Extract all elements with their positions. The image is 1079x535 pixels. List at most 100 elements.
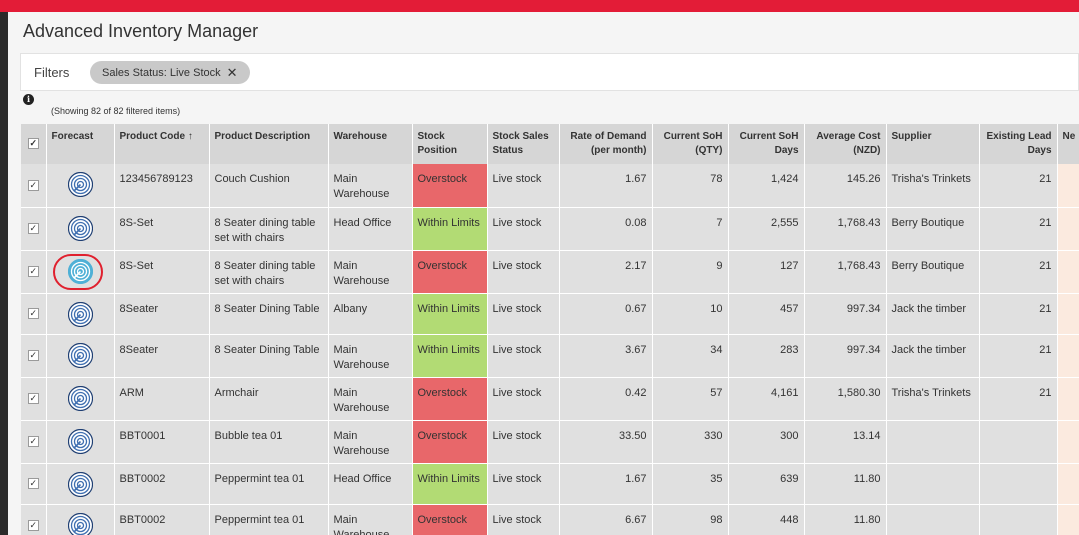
row-checkbox[interactable]: ✓ [21, 164, 47, 208]
warehouse-cell: Head Office [328, 207, 413, 251]
stock-position-cell: Overstock [412, 420, 488, 464]
table-row[interactable]: ✓ 8Seater 8 Seater Dining Table Albany Withi… [21, 293, 1079, 335]
forecast-cell[interactable] [46, 207, 115, 251]
stock-sales-status-cell: Live stock [487, 293, 560, 335]
forecast-radar-icon[interactable] [67, 428, 93, 454]
supplier-cell: Trisha's Trinkets [886, 377, 980, 421]
table-row[interactable]: ✓ ARM Armchair Main Warehouse Overstock Live … [21, 377, 1079, 421]
column-header-current-soh-qty[interactable]: Current SoH (QTY) [652, 124, 729, 164]
product-description-cell: Armchair [209, 377, 329, 421]
row-checkbox[interactable]: ✓ [21, 377, 47, 421]
current-soh-days-cell: 1,424 [728, 164, 805, 208]
table-row[interactable]: ✓ 123456789123 Couch Cushion Main Warehouse… [21, 164, 1079, 208]
row-checkbox[interactable]: ✓ [21, 420, 47, 464]
forecast-cell[interactable] [46, 463, 115, 505]
table-row[interactable]: ✓ BBT0001 Bubble tea 01 Main Warehouse Overs… [21, 420, 1079, 464]
column-header-stock-sales-status[interactable]: Stock Sales Status [487, 124, 560, 164]
filter-bar: Filters Sales Status: Live Stock ✕ [20, 53, 1079, 91]
checkbox[interactable]: ✓ [27, 436, 39, 447]
current-soh-qty-cell: 57 [652, 377, 729, 421]
checkbox[interactable]: ✓ [27, 223, 39, 234]
highlight-ring [52, 253, 103, 290]
column-header-stock-position[interactable]: Stock Position [412, 124, 488, 164]
rate-of-demand-cell: 0.08 [559, 207, 653, 251]
table-row[interactable]: ✓ 8S-Set 8 Seater dining table set with ch… [21, 250, 1079, 294]
product-description-cell: Peppermint tea 01 [209, 463, 329, 505]
stock-sales-status-cell: Live stock [487, 334, 560, 378]
forecast-radar-icon[interactable] [67, 342, 93, 368]
product-description-cell: 8 Seater Dining Table [209, 293, 329, 335]
column-header-average-cost[interactable]: Average Cost (NZD) [804, 124, 887, 164]
existing-lead-days-cell: 21 [979, 207, 1058, 251]
row-checkbox[interactable]: ✓ [21, 250, 47, 294]
row-checkbox[interactable]: ✓ [21, 504, 47, 535]
existing-lead-days-cell: 21 [979, 250, 1058, 294]
current-soh-days-cell: 4,161 [728, 377, 805, 421]
row-checkbox[interactable]: ✓ [21, 293, 47, 335]
warehouse-cell: Main Warehouse [328, 334, 413, 378]
row-checkbox[interactable]: ✓ [21, 207, 47, 251]
forecast-radar-icon[interactable] [67, 172, 93, 197]
table-row[interactable]: ✓ 8Seater 8 Seater Dining Table Main Wareho… [21, 334, 1079, 378]
checkbox[interactable]: ✓ [27, 350, 39, 361]
row-checkbox[interactable]: ✓ [21, 334, 47, 378]
rate-of-demand-cell: 1.67 [559, 463, 653, 505]
column-header-supplier[interactable]: Supplier [886, 124, 980, 164]
product-code-cell: 8Seater [114, 334, 210, 378]
forecast-radar-icon[interactable] [67, 215, 93, 241]
forecast-radar-icon[interactable] [67, 385, 93, 411]
column-header-forecast[interactable]: Forecast [46, 124, 115, 164]
checkbox[interactable]: ✓ [27, 179, 39, 191]
average-cost-cell: 11.80 [804, 504, 887, 535]
stock-position-cell: Overstock [412, 377, 488, 421]
column-header-current-soh-days[interactable]: Current SoH Days [728, 124, 805, 164]
checkbox[interactable]: ✓ [27, 520, 39, 531]
product-description-cell: Bubble tea 01 [209, 420, 329, 464]
forecast-radar-icon[interactable] [67, 512, 93, 535]
current-soh-days-cell: 127 [728, 250, 805, 294]
close-icon[interactable]: ✕ [226, 64, 238, 80]
product-code-cell: BBT0002 [114, 463, 210, 505]
forecast-cell[interactable] [46, 293, 115, 335]
table-row[interactable]: ✓ 8S-Set 8 Seater dining table set with ch… [21, 207, 1079, 251]
checkbox[interactable]: ✓ [27, 478, 39, 489]
product-code-cell: BBT0002 [114, 504, 210, 535]
column-header-next[interactable]: Ne [1057, 124, 1079, 164]
forecast-cell[interactable] [46, 377, 115, 421]
column-header-warehouse[interactable]: Warehouse [328, 124, 413, 164]
forecast-cell[interactable] [46, 504, 115, 535]
column-header-rate-of-demand[interactable]: Rate of Demand (per month) [559, 124, 653, 164]
forecast-cell[interactable] [46, 250, 115, 294]
column-header-product-description[interactable]: Product Description [209, 124, 329, 164]
checkbox[interactable]: ✓ [27, 266, 39, 277]
supplier-cell: Jack the timber [886, 293, 980, 335]
forecast-cell[interactable] [46, 164, 115, 208]
checkbox[interactable]: ✓ [27, 308, 39, 319]
next-column-cell [1057, 463, 1079, 505]
current-soh-days-cell: 2,555 [728, 207, 805, 251]
supplier-cell [886, 420, 980, 464]
stock-sales-status-cell: Live stock [487, 463, 560, 505]
warehouse-cell: Main Warehouse [328, 164, 413, 208]
stock-sales-status-cell: Live stock [487, 250, 560, 294]
filter-chip-sales-status[interactable]: Sales Status: Live Stock ✕ [90, 61, 250, 84]
forecast-radar-icon[interactable] [67, 301, 93, 327]
existing-lead-days-cell [979, 504, 1058, 535]
table-row[interactable]: ✓ BBT0002 Peppermint tea 01 Main Warehouse O… [21, 504, 1079, 535]
column-header-product-code[interactable]: Product Code ↑ [114, 124, 210, 164]
forecast-cell[interactable] [46, 420, 115, 464]
next-column-cell [1057, 377, 1079, 421]
stock-position-cell: Within Limits [412, 463, 488, 505]
row-checkbox[interactable]: ✓ [21, 463, 47, 505]
inventory-grid: ✓ Forecast Product Code ↑ Product Descri… [21, 124, 1079, 535]
select-all-checkbox[interactable]: ✓ [21, 124, 47, 164]
table-row[interactable]: ✓ BBT0002 Peppermint tea 01 Head Office With… [21, 463, 1079, 505]
forecast-cell[interactable] [46, 334, 115, 378]
checkbox[interactable]: ✓ [27, 393, 39, 404]
next-column-cell [1057, 164, 1079, 208]
next-column-cell [1057, 420, 1079, 464]
product-description-cell: 8 Seater Dining Table [209, 334, 329, 378]
forecast-radar-icon[interactable] [67, 471, 93, 497]
filters-label: Filters [34, 65, 70, 80]
column-header-existing-lead-days[interactable]: Existing Lead Days [979, 124, 1058, 164]
